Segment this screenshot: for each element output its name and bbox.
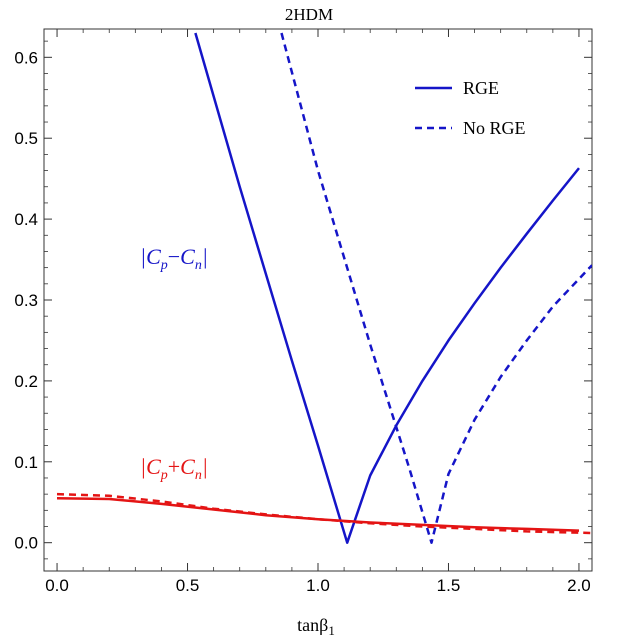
series-layer [56, 32, 592, 544]
plot-frame [43, 28, 593, 572]
chart-title: 2HDM [285, 5, 333, 24]
y-tick-label: 0.5 [14, 129, 38, 148]
annotation-cp-minus-cn: |Cp−Cn| [140, 244, 208, 273]
y-tick-label: 0.6 [14, 48, 38, 67]
series-line-cp-plus-cn-dashed [56, 492, 592, 535]
x-tick-label: 2.0 [567, 576, 591, 595]
series-line-cp-plus-cn-solid [56, 496, 580, 532]
series-line-cp-minus-cn-solid [194, 32, 580, 544]
axis-ticks: 0.0 0.5 1.0 1.5 2.0 0.0 0.1 0.2 0.3 0.4 0.5 0.6 [14, 29, 592, 595]
legend-label-no-rge: No RGE [463, 118, 526, 138]
y-tick-label: 0.4 [14, 210, 38, 229]
x-tick-label: 0.0 [45, 576, 69, 595]
y-tick-label: 0.2 [14, 372, 38, 391]
x-axis-label: tanβ1 [297, 615, 335, 638]
annotation-cp-plus-cn: |Cp+Cn| [140, 454, 208, 483]
y-tick-label: 0.3 [14, 291, 38, 310]
y-tick-label: 0.0 [14, 534, 38, 553]
x-tick-label: 1.5 [437, 576, 461, 595]
legend-label-rge: RGE [463, 78, 499, 98]
legend: RGE No RGE [415, 78, 526, 138]
x-tick-label: 1.0 [306, 576, 330, 595]
y-tick-label: 0.1 [14, 453, 38, 472]
series-line-cp-minus-cn-dashed [280, 32, 592, 544]
x-tick-label: 0.5 [176, 576, 200, 595]
